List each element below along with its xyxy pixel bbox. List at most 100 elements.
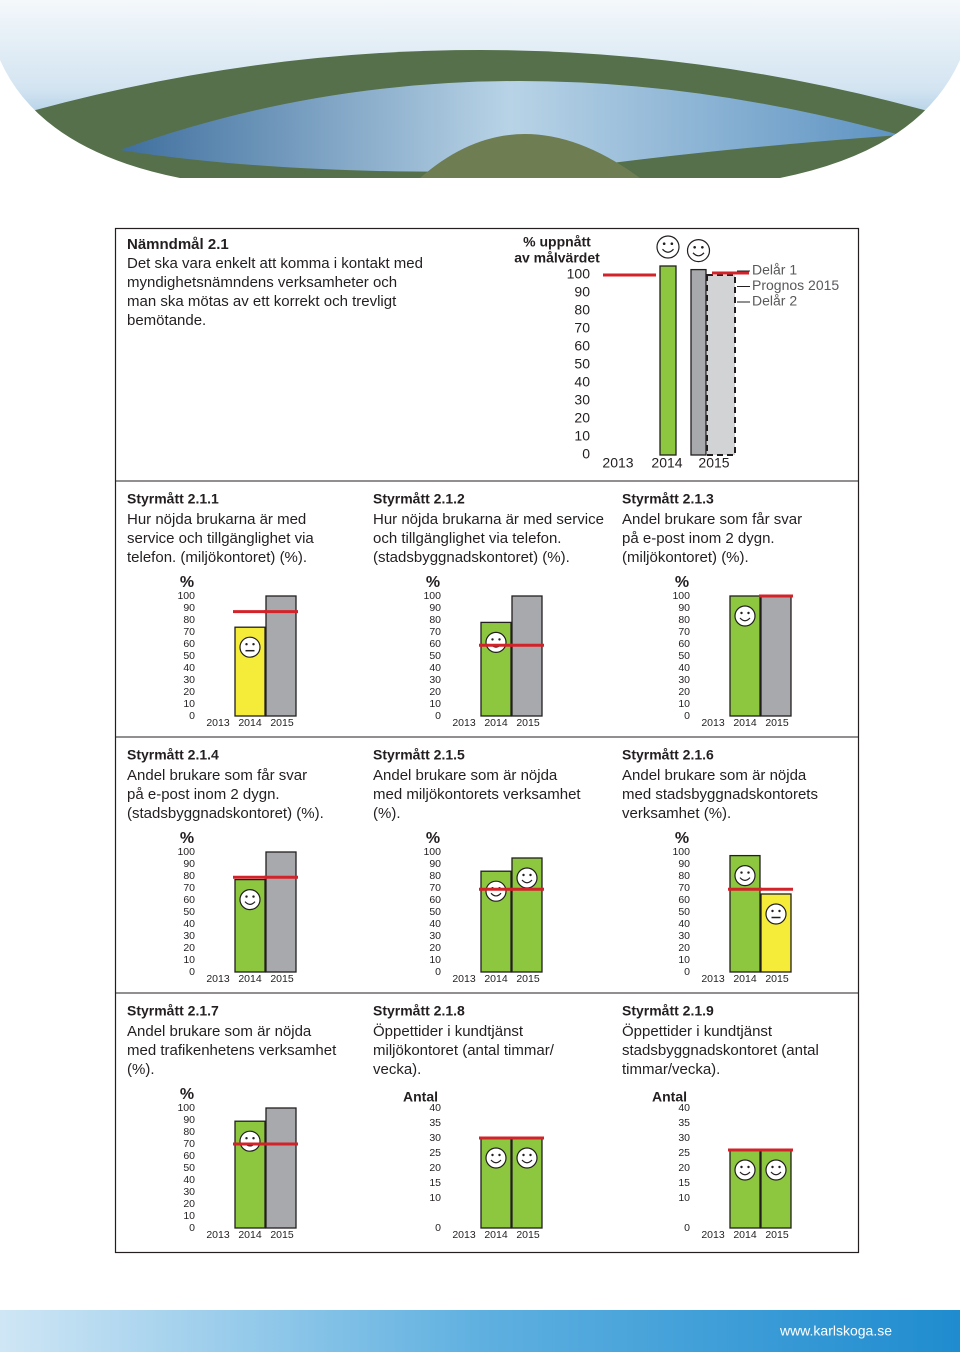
face-eye	[252, 895, 255, 898]
face-eye	[778, 909, 781, 913]
face-mouth	[662, 248, 674, 253]
photo-lake	[120, 81, 900, 172]
x-tick-label: 2014	[733, 973, 757, 985]
x-tick-label: 2015	[516, 973, 540, 985]
bar	[480, 1137, 512, 1229]
x-tick-label: 2013	[701, 973, 725, 985]
chart-title: % uppnått	[523, 234, 591, 250]
bar	[234, 626, 266, 717]
y-tick-label: 70	[678, 882, 690, 894]
measure-line: telefon. (miljökontoret) (%).	[127, 549, 307, 566]
measure-line: Hur nöjda brukarna är med	[127, 511, 306, 528]
y-tick-label: 40	[429, 1102, 441, 1114]
y-tick-label: 35	[678, 1117, 690, 1129]
face-eye	[771, 1165, 774, 1169]
face-eye	[701, 245, 704, 249]
face-circle	[485, 880, 507, 902]
x-tick-label: 2014	[651, 455, 682, 471]
y-tick-label: 80	[429, 870, 441, 882]
bar	[706, 274, 736, 456]
y-tick-label: 90	[183, 602, 195, 614]
face-mouth	[770, 1171, 782, 1176]
x-tick-label: 2015	[270, 973, 294, 985]
y-tick-label: 10	[678, 698, 690, 710]
y-tick-label: 10	[429, 954, 441, 966]
y-tick-label: 100	[423, 846, 441, 858]
y-tick-label: 10	[574, 428, 590, 444]
x-tick-label: 2014	[484, 973, 508, 985]
measure-title: Styrmått 2.1.1	[127, 491, 219, 507]
y-tick-label: 20	[429, 942, 441, 954]
y-tick-label: 30	[429, 1132, 441, 1144]
y-tick-label: 100	[567, 266, 591, 282]
face-eye	[522, 1153, 525, 1157]
y-tick-label: 40	[183, 1174, 195, 1186]
y-tick-label: 30	[183, 674, 195, 686]
y-tick-label: 30	[678, 1132, 690, 1144]
measure-line: med trafikenhetens verksamhet	[127, 1042, 337, 1059]
face-circle	[765, 903, 787, 925]
y-tick-label: 30	[678, 674, 690, 686]
face-circle	[656, 235, 680, 259]
x-tick-label: 2013	[452, 1229, 476, 1241]
x-tick-label: 2015	[516, 1229, 540, 1241]
measure-line: timmar/vecka).	[622, 1061, 720, 1078]
y-tick-label: 40	[429, 662, 441, 674]
face-happy	[239, 888, 261, 911]
y-tick-label: 90	[183, 1114, 195, 1126]
face-mouth	[739, 1171, 751, 1176]
y-tick-label: 100	[177, 1102, 195, 1114]
goal-line: bemötande.	[127, 312, 206, 329]
measure-title: Styrmått 2.1.4	[127, 747, 219, 763]
face-eye	[245, 1137, 248, 1140]
y-tick-label: 40	[678, 662, 690, 674]
face-mouth	[244, 901, 256, 905]
y-tick-label: 70	[183, 626, 195, 638]
y-tick-label: 30	[678, 930, 690, 942]
y-tick-label: 60	[678, 894, 690, 906]
y-tick-label: 20	[574, 410, 590, 426]
y-tick-label: 10	[678, 1192, 690, 1204]
measure-line: vecka).	[373, 1061, 421, 1078]
measure-line: Andel brukare som får svar	[127, 767, 307, 784]
measure-line: (stadsbyggnadskontoret) (%).	[127, 805, 324, 822]
bar	[760, 595, 792, 717]
measure-title: Styrmått 2.1.6	[622, 747, 714, 763]
y-tick-label: 70	[429, 626, 441, 638]
y-tick-label: 70	[574, 320, 590, 336]
x-tick-label: 2015	[270, 717, 294, 729]
measure-title: Styrmått 2.1.8	[373, 1003, 465, 1019]
face-eye	[491, 638, 494, 641]
measure-line: Öppettider i kundtjänst	[373, 1022, 524, 1040]
y-tick-label: 90	[429, 858, 441, 870]
y-tick-label: 10	[183, 954, 195, 966]
y-tick-label: 80	[183, 1126, 195, 1138]
x-tick-label: 2013	[206, 1229, 230, 1241]
y-tick-label: 50	[429, 906, 441, 918]
y-tick-label: 10	[183, 698, 195, 710]
measure-line: verksamhet (%).	[622, 805, 731, 822]
y-tick-label: 40	[183, 918, 195, 930]
y-tick-label: 50	[183, 650, 195, 662]
x-tick-label: 2015	[698, 455, 729, 471]
face-eye	[740, 871, 743, 874]
y-tick-label: 60	[429, 894, 441, 906]
face-eye	[778, 1165, 781, 1169]
y-tick-label: 0	[684, 966, 690, 978]
face-eye	[491, 1153, 494, 1157]
y-tick-label: 25	[429, 1147, 441, 1159]
face-eye	[693, 245, 696, 249]
y-tick-label: 80	[183, 870, 195, 882]
measure-line: med miljökontorets verksamhet	[373, 786, 581, 803]
face-mouth	[521, 1159, 533, 1164]
face-circle	[485, 631, 507, 654]
y-tick-label: 20	[429, 1162, 441, 1174]
face-circle	[765, 1159, 787, 1181]
x-tick-label: 2013	[602, 455, 633, 471]
y-tick-label: 20	[429, 686, 441, 698]
face-mouth	[692, 252, 705, 257]
y-tick-label: 30	[183, 930, 195, 942]
y-tick-label: 90	[429, 602, 441, 614]
x-tick-label: 2013	[452, 973, 476, 985]
